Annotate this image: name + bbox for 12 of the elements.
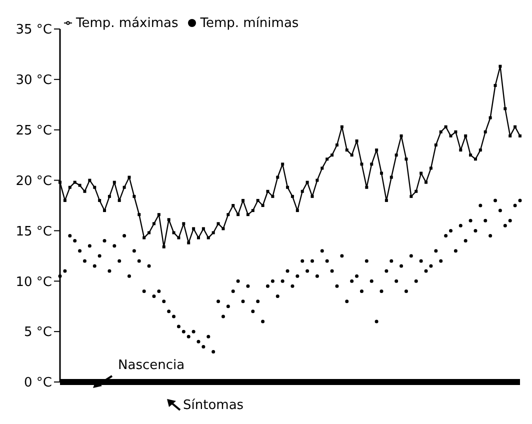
legend-label: Temp. máximas — [76, 16, 178, 31]
y-tick-label: 10 °C — [16, 274, 52, 290]
annotation: Nascencia — [118, 358, 185, 373]
text: Síntomas — [183, 398, 244, 413]
y-tick-label: 25 °C — [16, 123, 52, 138]
y-tick-label: 35 °C — [16, 22, 52, 38]
y-tick-label: 0 °C — [24, 376, 52, 391]
y-tick-label: 5 °C — [24, 325, 52, 340]
legend-label: Temp. mínimas — [200, 16, 299, 31]
y-tick-label: 20 °C — [16, 174, 52, 189]
y-tick-label: 30 °C — [16, 73, 52, 88]
y-tick-label: 15 °C — [16, 224, 52, 240]
